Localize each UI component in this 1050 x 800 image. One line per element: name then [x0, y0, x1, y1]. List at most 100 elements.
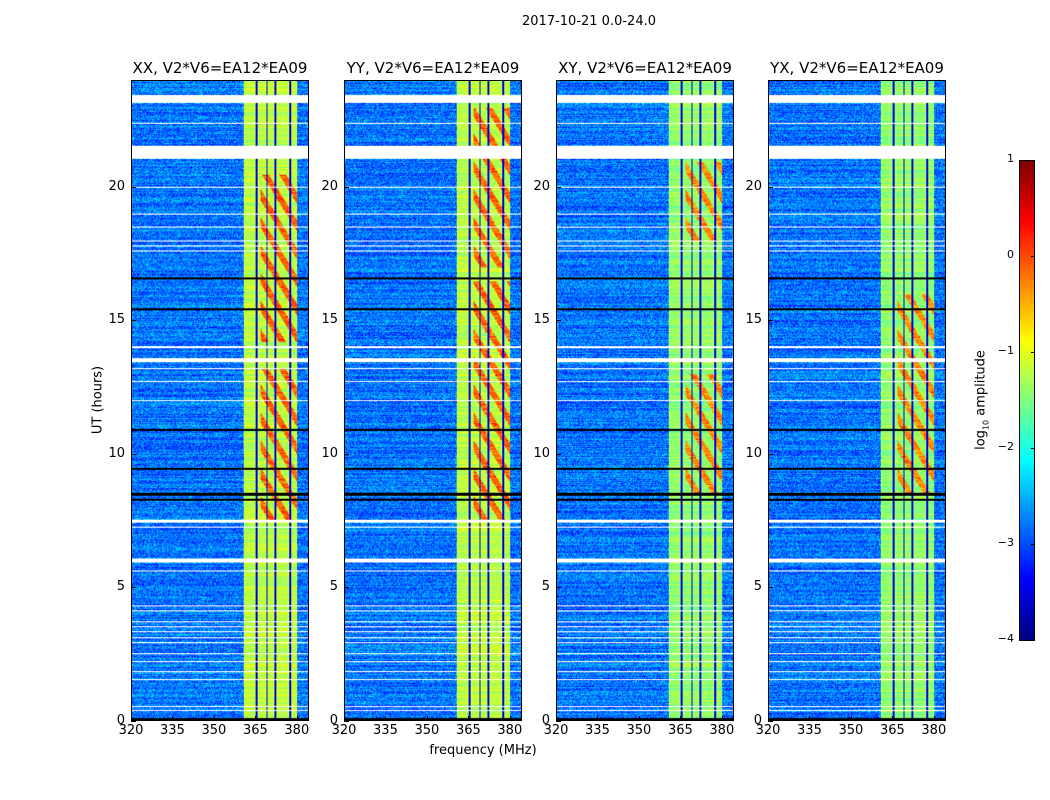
y-tick-label: 10	[321, 445, 338, 461]
colorbar-tick	[1031, 544, 1035, 545]
colorbar-tick-label: −4	[997, 632, 1014, 645]
y-tick	[344, 453, 349, 455]
x-tick	[850, 716, 852, 721]
y-tick	[131, 453, 136, 455]
y-tick-label: 10	[745, 445, 762, 461]
y-tick	[344, 721, 349, 722]
colorbar-tick	[1031, 448, 1035, 449]
y-tick	[131, 186, 136, 188]
x-tick-label: 320	[331, 723, 357, 738]
y-tick-label: 20	[533, 178, 550, 194]
panel-title: YY, V2*V6=EA12*EA09	[346, 59, 520, 77]
x-tick-label: 335	[797, 723, 822, 738]
y-tick-label: 15	[533, 312, 550, 328]
x-tick-label: 350	[838, 723, 864, 738]
x-tick	[426, 716, 428, 721]
y-tick-label: 15	[108, 312, 125, 328]
colorbar-tick	[1031, 640, 1035, 641]
colorbar-tick	[1031, 160, 1035, 161]
heatmap-panel	[344, 80, 522, 721]
x-tick	[768, 716, 769, 721]
y-tick-label: 15	[321, 312, 338, 328]
x-tick	[597, 716, 599, 721]
x-tick-label: 335	[585, 723, 610, 738]
x-tick-label: 320	[543, 723, 569, 738]
panel-title: YX, V2*V6=EA12*EA09	[770, 59, 944, 77]
x-tick-label: 380	[497, 723, 523, 738]
x-tick	[468, 716, 470, 721]
panel-title: XY, V2*V6=EA12*EA09	[558, 59, 732, 77]
y-tick-label: 5	[541, 579, 550, 595]
x-tick-label: 350	[626, 723, 652, 738]
y-tick-label: 0	[541, 713, 550, 728]
y-tick-label: 10	[108, 445, 125, 461]
y-tick	[131, 320, 136, 322]
figure-title: 2017-10-21 0.0-24.0	[522, 14, 656, 29]
x-tick	[680, 716, 682, 721]
x-tick	[172, 716, 174, 721]
x-tick-label: 365	[879, 723, 905, 738]
colorbar-tick-label: 1	[1007, 152, 1014, 165]
colorbar-tick-label: −2	[997, 440, 1014, 453]
y-tick	[768, 186, 773, 188]
x-tick	[638, 716, 640, 721]
x-tick-label: 380	[284, 723, 310, 738]
y-tick-label: 0	[116, 713, 125, 728]
x-tick-label: 350	[414, 723, 440, 738]
x-tick-label: 380	[921, 723, 947, 738]
colorbar-tick-label: 0	[1007, 248, 1014, 261]
y-tick-label: 20	[108, 178, 125, 194]
x-tick	[131, 716, 132, 721]
y-tick	[344, 587, 349, 589]
x-tick-label: 365	[455, 723, 481, 738]
colorbar-label: log10 amplitude	[973, 350, 991, 450]
x-tick	[556, 716, 557, 721]
x-tick-label: 320	[118, 723, 144, 738]
x-tick-label: 335	[373, 723, 398, 738]
y-tick-label: 0	[753, 713, 762, 728]
y-tick-label: 20	[321, 178, 338, 194]
x-tick-label: 335	[160, 723, 185, 738]
y-tick-label: 5	[329, 579, 338, 595]
y-tick	[556, 320, 561, 322]
x-tick-label: 365	[242, 723, 268, 738]
y-tick	[344, 320, 349, 322]
y-tick	[556, 587, 561, 589]
x-tick-label: 320	[755, 723, 781, 738]
y-tick	[131, 721, 136, 722]
x-tick-label: 380	[709, 723, 735, 738]
y-tick	[768, 453, 773, 455]
x-tick	[296, 716, 298, 721]
y-tick-label: 0	[329, 713, 338, 728]
x-tick	[213, 716, 215, 721]
y-tick	[768, 721, 773, 722]
x-tick-label: 365	[667, 723, 693, 738]
x-axis-label: frequency (MHz)	[429, 743, 537, 758]
y-tick-label: 20	[745, 178, 762, 194]
x-tick-label: 350	[201, 723, 227, 738]
y-tick-label: 15	[745, 312, 762, 328]
y-axis-label: UT (hours)	[90, 365, 106, 435]
colorbar-tick	[1031, 256, 1035, 257]
x-tick	[809, 716, 811, 721]
x-tick	[509, 716, 511, 721]
y-tick-label: 10	[533, 445, 550, 461]
y-tick	[131, 587, 136, 589]
colorbar-tick-label: −3	[997, 536, 1014, 549]
panel-title: XX, V2*V6=EA12*EA09	[132, 59, 308, 77]
heatmap-panel	[131, 80, 309, 721]
y-tick	[556, 453, 561, 455]
x-tick	[892, 716, 894, 721]
x-tick	[721, 716, 723, 721]
x-tick	[933, 716, 935, 721]
colorbar-tick-label: −1	[997, 344, 1014, 357]
y-tick-label: 5	[116, 579, 125, 595]
y-tick	[556, 721, 561, 722]
x-tick	[255, 716, 257, 721]
colorbar-tick	[1031, 352, 1035, 353]
y-tick-label: 5	[753, 579, 762, 595]
x-tick	[344, 716, 345, 721]
x-tick	[385, 716, 387, 721]
colorbar	[1019, 160, 1035, 641]
